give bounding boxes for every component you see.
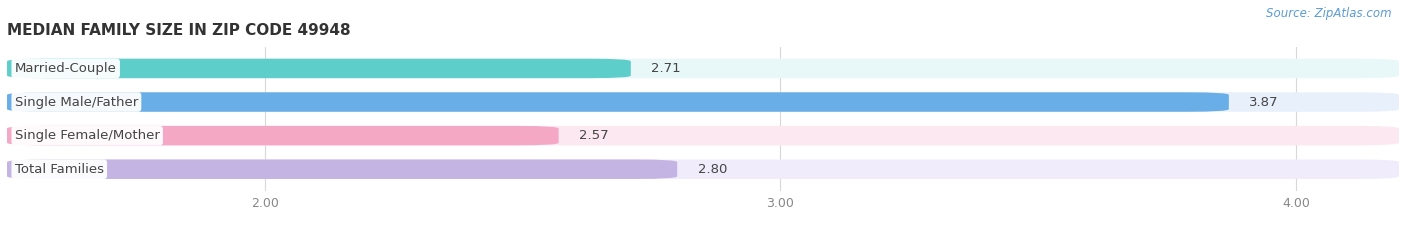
FancyBboxPatch shape xyxy=(7,126,558,145)
Text: Source: ZipAtlas.com: Source: ZipAtlas.com xyxy=(1267,7,1392,20)
Text: Total Families: Total Families xyxy=(14,163,104,176)
FancyBboxPatch shape xyxy=(7,59,631,78)
Text: Married-Couple: Married-Couple xyxy=(14,62,117,75)
FancyBboxPatch shape xyxy=(7,92,1229,112)
Text: 2.80: 2.80 xyxy=(697,163,727,176)
FancyBboxPatch shape xyxy=(7,159,678,179)
FancyBboxPatch shape xyxy=(7,126,1399,145)
FancyBboxPatch shape xyxy=(7,92,1399,112)
Text: Single Male/Father: Single Male/Father xyxy=(14,96,138,109)
Text: Single Female/Mother: Single Female/Mother xyxy=(14,129,160,142)
Text: 2.57: 2.57 xyxy=(579,129,609,142)
Text: MEDIAN FAMILY SIZE IN ZIP CODE 49948: MEDIAN FAMILY SIZE IN ZIP CODE 49948 xyxy=(7,24,350,38)
FancyBboxPatch shape xyxy=(7,59,1399,78)
Text: 2.71: 2.71 xyxy=(651,62,681,75)
FancyBboxPatch shape xyxy=(7,159,1399,179)
Text: 3.87: 3.87 xyxy=(1250,96,1279,109)
